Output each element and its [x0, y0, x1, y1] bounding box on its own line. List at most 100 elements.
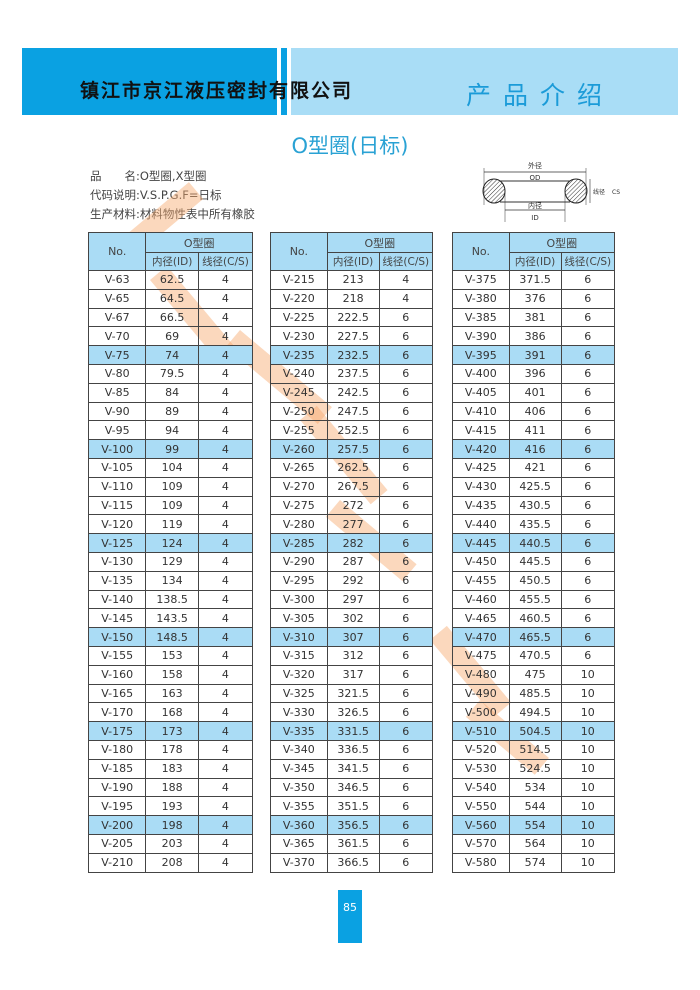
- id-cell: 69: [145, 326, 199, 347]
- cs-cell: 4: [197, 608, 254, 629]
- no-cell: V-275: [270, 495, 328, 516]
- table-row: V-85 84 4: [87, 382, 254, 403]
- id-cell: 193: [145, 796, 199, 817]
- table-row: V-300 297 6: [270, 589, 434, 610]
- no-cell: V-220: [270, 288, 328, 309]
- table-row: V-425 421 6: [452, 457, 616, 478]
- id-cell: 425.5: [508, 476, 562, 497]
- no-cell: V-255: [270, 420, 328, 441]
- table-row: V-195 193 4: [87, 796, 254, 817]
- table-row: V-90 89 4: [87, 401, 254, 422]
- cs-cell: 10: [560, 796, 616, 817]
- company-name: 镇江市京江液压密封有限公司: [80, 80, 354, 102]
- id-cell: 203: [145, 833, 199, 854]
- id-cell: 331.5: [326, 721, 380, 741]
- table-row: V-80 79.5 4: [87, 363, 254, 384]
- no-cell: V-385: [452, 307, 510, 328]
- no-cell: V-425: [452, 457, 510, 478]
- info-material: 生产材料:材料物性表中所有橡胶: [90, 207, 255, 221]
- cs-cell: 4: [197, 645, 254, 666]
- id-cell: 554: [508, 815, 562, 835]
- cs-cell: 10: [560, 721, 616, 741]
- no-cell: V-360: [270, 815, 328, 835]
- cs-cell: 4: [197, 363, 254, 384]
- cs-cell: 10: [560, 758, 616, 779]
- table-row: V-250 247.5 6: [270, 401, 434, 422]
- no-cell: V-465: [452, 608, 510, 629]
- table-row: V-100 99 4: [87, 439, 254, 459]
- no-cell: V-310: [270, 627, 328, 647]
- no-cell: V-105: [87, 457, 147, 478]
- id-cell: 109: [145, 476, 199, 497]
- id-cell: 386: [508, 326, 562, 347]
- id-cell: 564: [508, 833, 562, 854]
- no-cell: V-410: [452, 401, 510, 422]
- cs-cell: 6: [560, 270, 616, 290]
- no-cell: V-380: [452, 288, 510, 309]
- no-cell: V-110: [87, 476, 147, 497]
- cs-cell: 10: [560, 683, 616, 704]
- id-cell: 158: [145, 664, 199, 685]
- id-cell: 252.5: [326, 420, 380, 441]
- cs-cell: 6: [560, 326, 616, 347]
- table-row: V-235 232.5 6: [270, 345, 434, 365]
- id-cell: 435.5: [508, 514, 562, 535]
- header-id: 内径(ID): [326, 252, 380, 271]
- table-row: V-400 396 6: [452, 363, 616, 384]
- id-cell: 312: [326, 645, 380, 666]
- no-cell: V-420: [452, 439, 510, 459]
- table-row: V-210 208 4: [87, 852, 254, 873]
- id-cell: 366.5: [326, 852, 380, 873]
- table-row: V-320 317 6: [270, 664, 434, 685]
- id-cell: 292: [326, 570, 380, 591]
- id-cell: 534: [508, 777, 562, 798]
- cs-cell: 4: [197, 758, 254, 779]
- cs-cell: 6: [560, 307, 616, 328]
- no-cell: V-470: [452, 627, 510, 647]
- table-row: V-75 74 4: [87, 345, 254, 365]
- no-cell: V-415: [452, 420, 510, 441]
- table-row: V-70 69 4: [87, 326, 254, 347]
- cs-cell: 4: [197, 382, 254, 403]
- no-cell: V-80: [87, 363, 147, 384]
- cs-cell: 10: [560, 852, 616, 873]
- cs-cell: 6: [560, 533, 616, 553]
- no-cell: V-330: [270, 702, 328, 723]
- table-row: V-395 391 6: [452, 345, 616, 365]
- table-row: V-260 257.5 6: [270, 439, 434, 459]
- id-cell: 79.5: [145, 363, 199, 384]
- id-cell: 99: [145, 439, 199, 459]
- cs-cell: 4: [197, 514, 254, 535]
- table-row: V-215 213 4: [270, 270, 434, 290]
- cs-cell: 10: [560, 833, 616, 854]
- id-label: ID: [531, 214, 538, 222]
- header-group: O型圈: [326, 232, 434, 253]
- no-cell: V-240: [270, 363, 328, 384]
- cs-cell: 4: [197, 307, 254, 328]
- no-cell: V-63: [87, 270, 147, 290]
- no-cell: V-205: [87, 833, 147, 854]
- id-cell: 124: [145, 533, 199, 553]
- header-cs: 线径(C/S): [378, 252, 434, 271]
- table-row: V-490 485.5 10: [452, 683, 616, 704]
- no-cell: V-210: [87, 852, 147, 873]
- no-cell: V-67: [87, 307, 147, 328]
- id-cell: 227.5: [326, 326, 380, 347]
- no-cell: V-580: [452, 852, 510, 873]
- id-cell: 143.5: [145, 608, 199, 629]
- cs-cell: 6: [378, 420, 434, 441]
- cs-cell: 6: [560, 627, 616, 647]
- no-cell: V-180: [87, 739, 147, 760]
- id-cell: 222.5: [326, 307, 380, 328]
- no-cell: V-280: [270, 514, 328, 535]
- cs-cell: 4: [197, 345, 254, 365]
- no-cell: V-365: [270, 833, 328, 854]
- id-cell: 391: [508, 345, 562, 365]
- no-cell: V-75: [87, 345, 147, 365]
- no-cell: V-130: [87, 551, 147, 572]
- cs-cell: 6: [560, 608, 616, 629]
- cs-cell: 4: [197, 702, 254, 723]
- cs-cell: 4: [197, 777, 254, 798]
- header-no: No.: [270, 232, 328, 271]
- id-cell: 232.5: [326, 345, 380, 365]
